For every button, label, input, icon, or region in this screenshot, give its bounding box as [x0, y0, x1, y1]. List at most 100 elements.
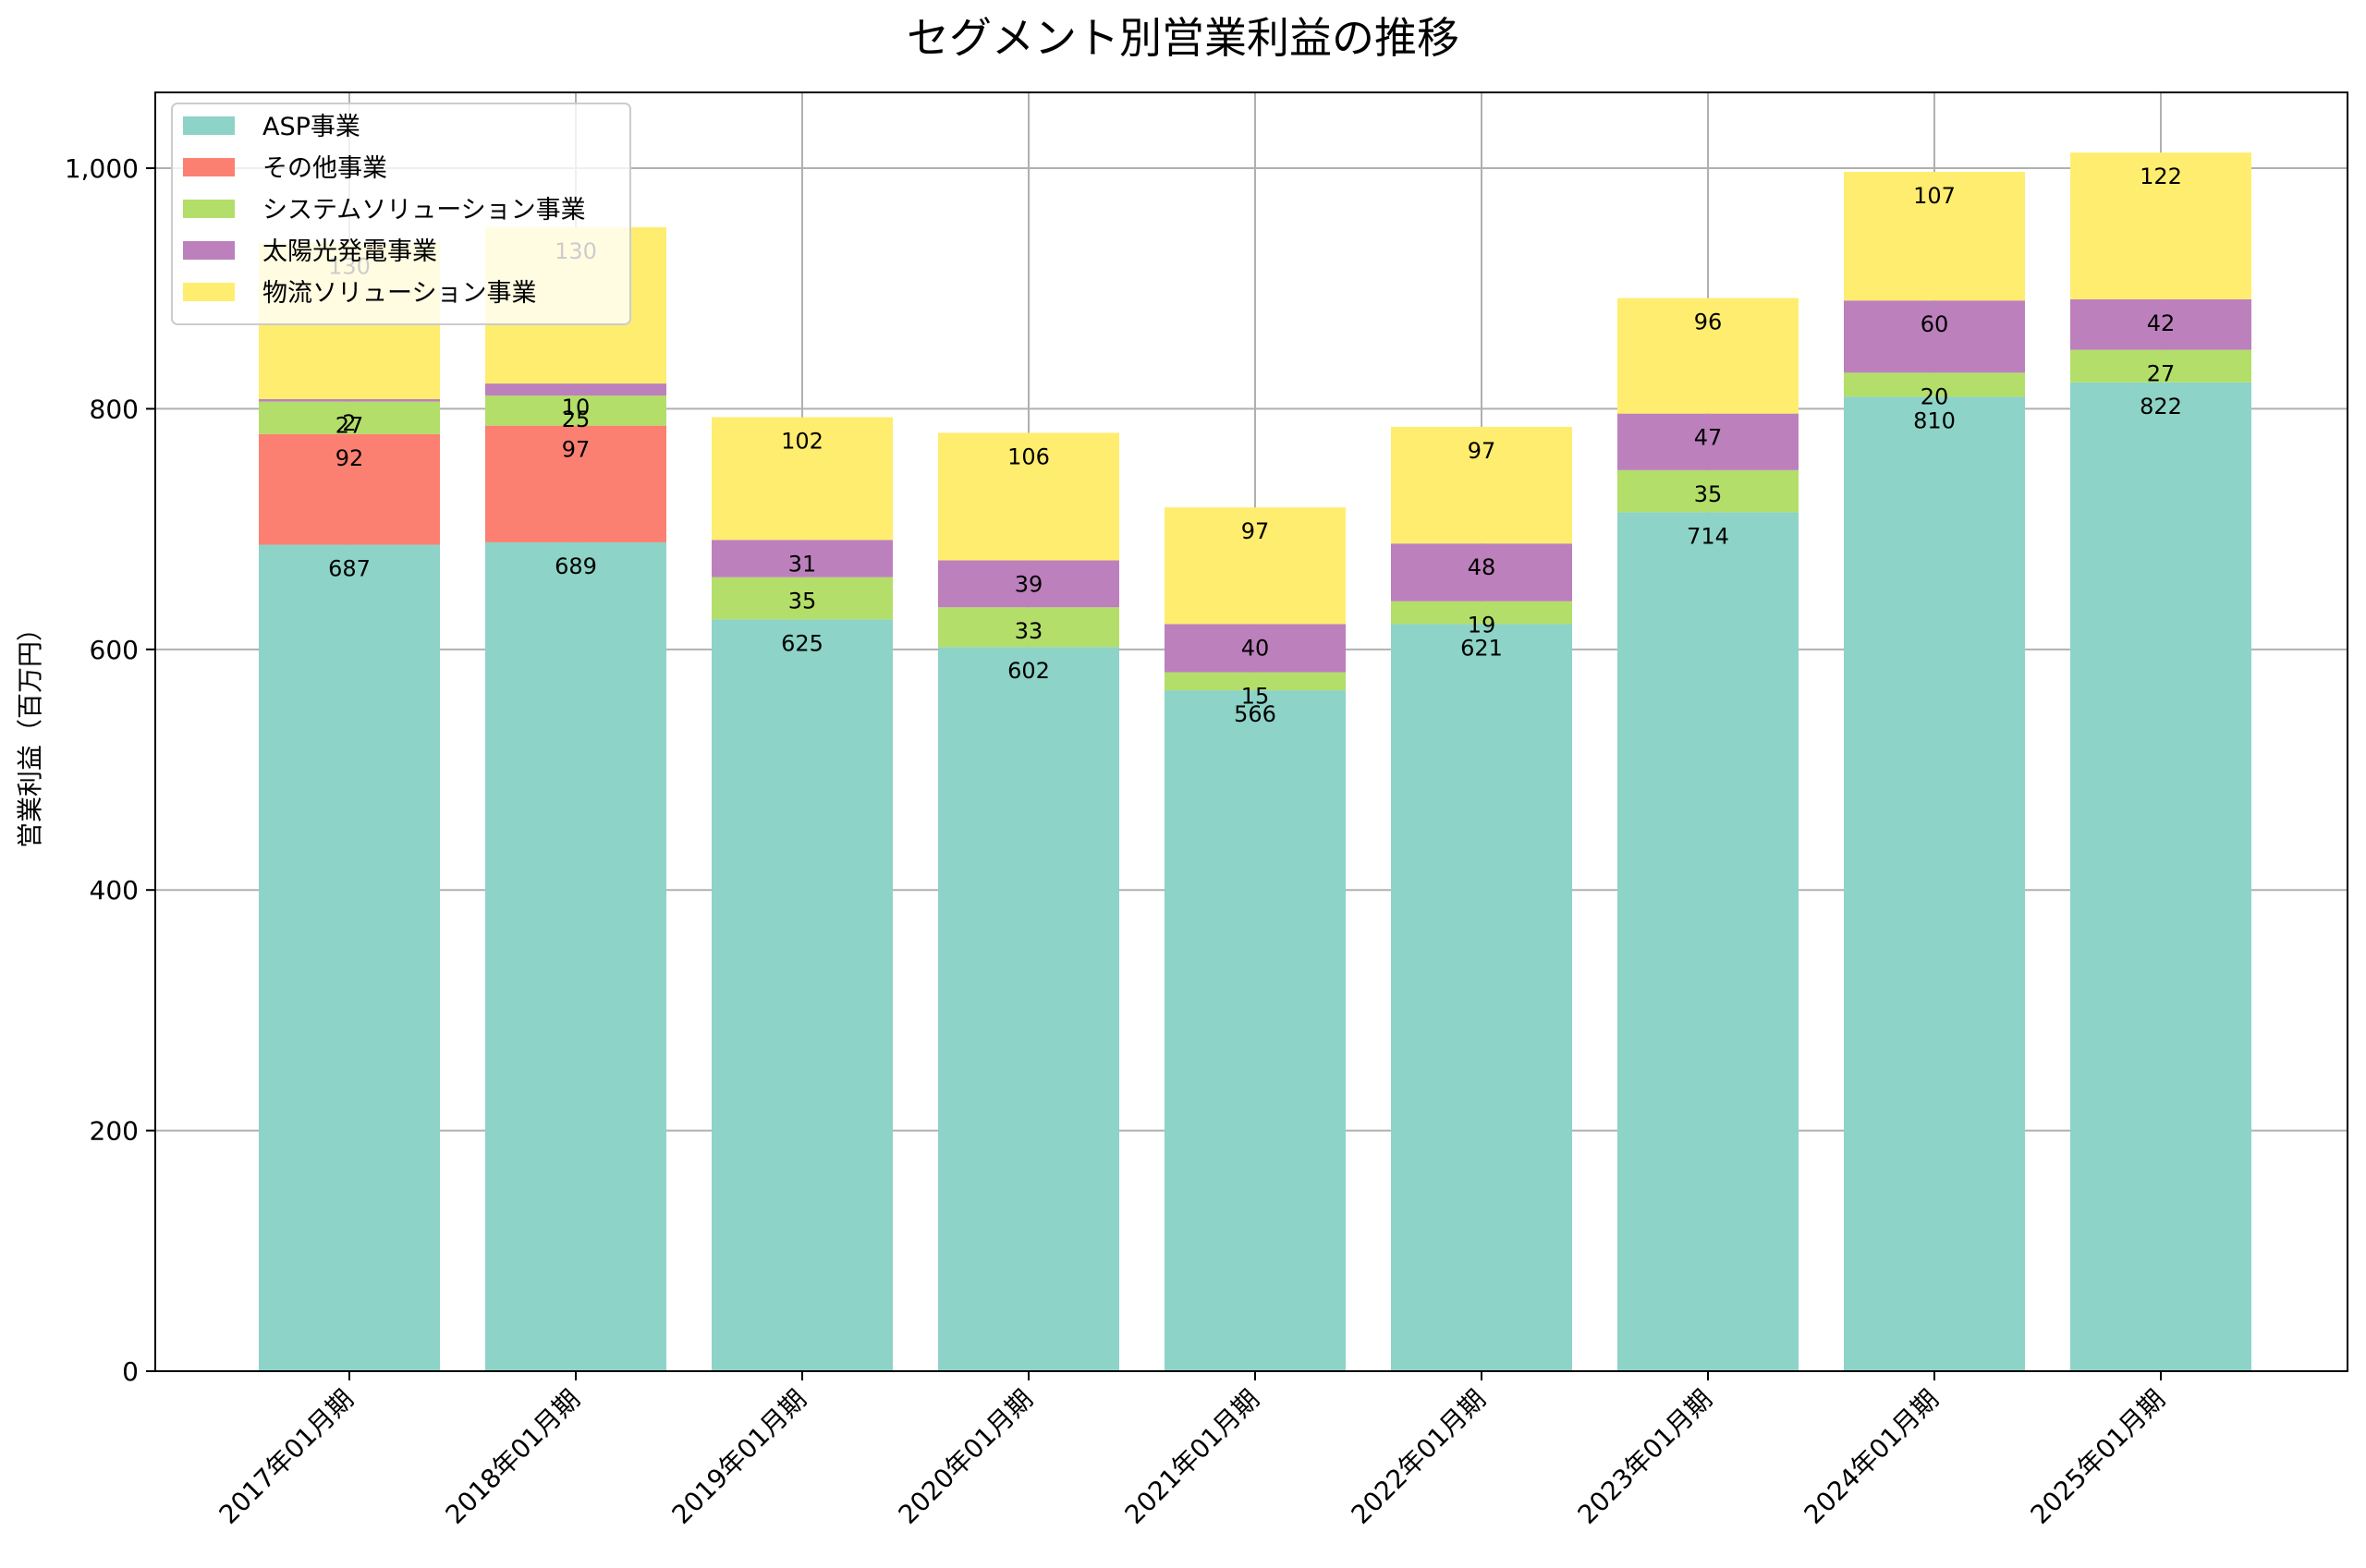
- data-label: 810: [1913, 407, 1956, 433]
- legend-frame: [171, 103, 631, 325]
- plot-frame: [154, 91, 2348, 1372]
- data-label: 92: [335, 445, 364, 471]
- bar-segment: [485, 425, 666, 542]
- bar-segment: [1617, 298, 1799, 414]
- bar-segment: [259, 433, 440, 545]
- bar-segment: [1165, 624, 1346, 673]
- bar-segment: [485, 541, 666, 1371]
- bar-segment: [938, 607, 1119, 648]
- data-label: 40: [1241, 635, 1270, 661]
- data-label: 107: [1913, 183, 1956, 209]
- legend-swatch: [183, 116, 235, 135]
- legend-label: ASP事業: [262, 113, 360, 141]
- bar-segment: [1844, 396, 2025, 1372]
- data-label: 35: [1694, 481, 1723, 507]
- legend-label: その他事業: [262, 154, 387, 183]
- bars: [259, 152, 2251, 1372]
- y-tick-label: 200: [90, 1116, 139, 1147]
- x-tick-label: 2020年01月期: [893, 1384, 1039, 1530]
- data-label: 27: [335, 413, 364, 439]
- bar-segment: [712, 417, 893, 541]
- data-label: 687: [328, 556, 371, 582]
- bar-segment: [712, 540, 893, 577]
- bar-segment: [2070, 349, 2251, 383]
- data-label: 106: [1007, 444, 1050, 469]
- x-tick-label: 2025年01月期: [2025, 1384, 2171, 1530]
- bar-segment: [2070, 382, 2251, 1371]
- bar-segment: [1844, 300, 2025, 373]
- data-label: 2: [342, 410, 356, 436]
- bar-segment: [1391, 624, 1572, 1371]
- bar-segment: [1617, 413, 1799, 470]
- y-tick-label: 400: [90, 875, 139, 906]
- data-label: 39: [1015, 571, 1043, 597]
- data-label: 60: [1921, 311, 1949, 337]
- bar-segment: [1391, 543, 1572, 602]
- bar-segment: [1617, 512, 1799, 1371]
- y-tick-label: 1,000: [65, 153, 139, 184]
- bar-segment: [1165, 672, 1346, 691]
- x-tick-label: 2017年01月期: [213, 1384, 360, 1530]
- y-axis-label: 営業利益（百万円）: [15, 615, 45, 848]
- data-label: 48: [1468, 554, 1496, 580]
- x-tick-label: 2023年01月期: [1572, 1384, 1718, 1530]
- data-label: 122: [2140, 164, 2182, 189]
- data-label: 97: [562, 437, 591, 463]
- bar-segment: [712, 619, 893, 1371]
- bar-segment: [1165, 507, 1346, 625]
- data-label: 97: [1241, 518, 1270, 544]
- data-label: 35: [788, 589, 817, 614]
- bar-segment: [259, 544, 440, 1371]
- legend-label: 物流ソリューション事業: [262, 279, 536, 308]
- x-tick-label: 2018年01月期: [440, 1384, 586, 1530]
- data-label: 625: [781, 630, 823, 656]
- legend-label: 太陽光発電事業: [262, 237, 437, 266]
- data-label: 31: [788, 551, 817, 577]
- data-label: 15: [1241, 684, 1270, 710]
- data-label: 19: [1468, 613, 1496, 638]
- legend-swatch: [183, 200, 235, 218]
- data-label: 97: [1468, 438, 1496, 464]
- data-label: 822: [2140, 394, 2182, 419]
- bar-segment: [485, 383, 666, 396]
- bar-segment: [938, 560, 1119, 608]
- legend-label: システムソリューション事業: [262, 196, 586, 225]
- bar-segment: [1391, 601, 1572, 625]
- bar-segment: [712, 577, 893, 620]
- bar-segment: [1844, 372, 2025, 397]
- x-tick-label: 2022年01月期: [1346, 1384, 1492, 1530]
- chart-title: セグメント別営業利益の推移: [907, 13, 1459, 63]
- legend: ASP事業その他事業システムソリューション事業太陽光発電事業物流ソリューション事…: [171, 103, 631, 325]
- data-label: 20: [1921, 383, 1949, 409]
- data-label: 566: [1234, 701, 1276, 727]
- data-label: 25: [562, 407, 591, 432]
- legend-swatch: [183, 158, 235, 176]
- data-label: 96: [1694, 310, 1723, 335]
- x-tick-label: 2019年01月期: [666, 1384, 812, 1530]
- y-tick-label: 0: [122, 1356, 139, 1387]
- bar-segment: [259, 401, 440, 434]
- data-label: 47: [1694, 425, 1723, 451]
- legend-swatch: [183, 241, 235, 260]
- data-label: 10: [562, 395, 591, 420]
- data-label: 33: [1015, 618, 1043, 644]
- data-label: 602: [1007, 658, 1050, 684]
- bar-segment: [1165, 690, 1346, 1371]
- data-label: 102: [781, 429, 823, 455]
- bar-segment: [259, 399, 440, 402]
- data-label: 621: [1460, 635, 1503, 661]
- bar-segment: [938, 432, 1119, 561]
- bar-segment: [1391, 426, 1572, 544]
- x-tick-label: 2021年01月期: [1119, 1384, 1265, 1530]
- bar-segment: [485, 395, 666, 426]
- bar-segment: [1844, 171, 2025, 301]
- y-tick-label: 800: [90, 394, 139, 424]
- bar-segment: [2070, 152, 2251, 299]
- data-label: 27: [2147, 361, 2176, 387]
- data-label: 42: [2147, 310, 2176, 336]
- bar-segment: [2070, 298, 2251, 350]
- data-label: 689: [555, 553, 597, 579]
- bar-segment: [1617, 469, 1799, 513]
- legend-swatch: [183, 283, 235, 301]
